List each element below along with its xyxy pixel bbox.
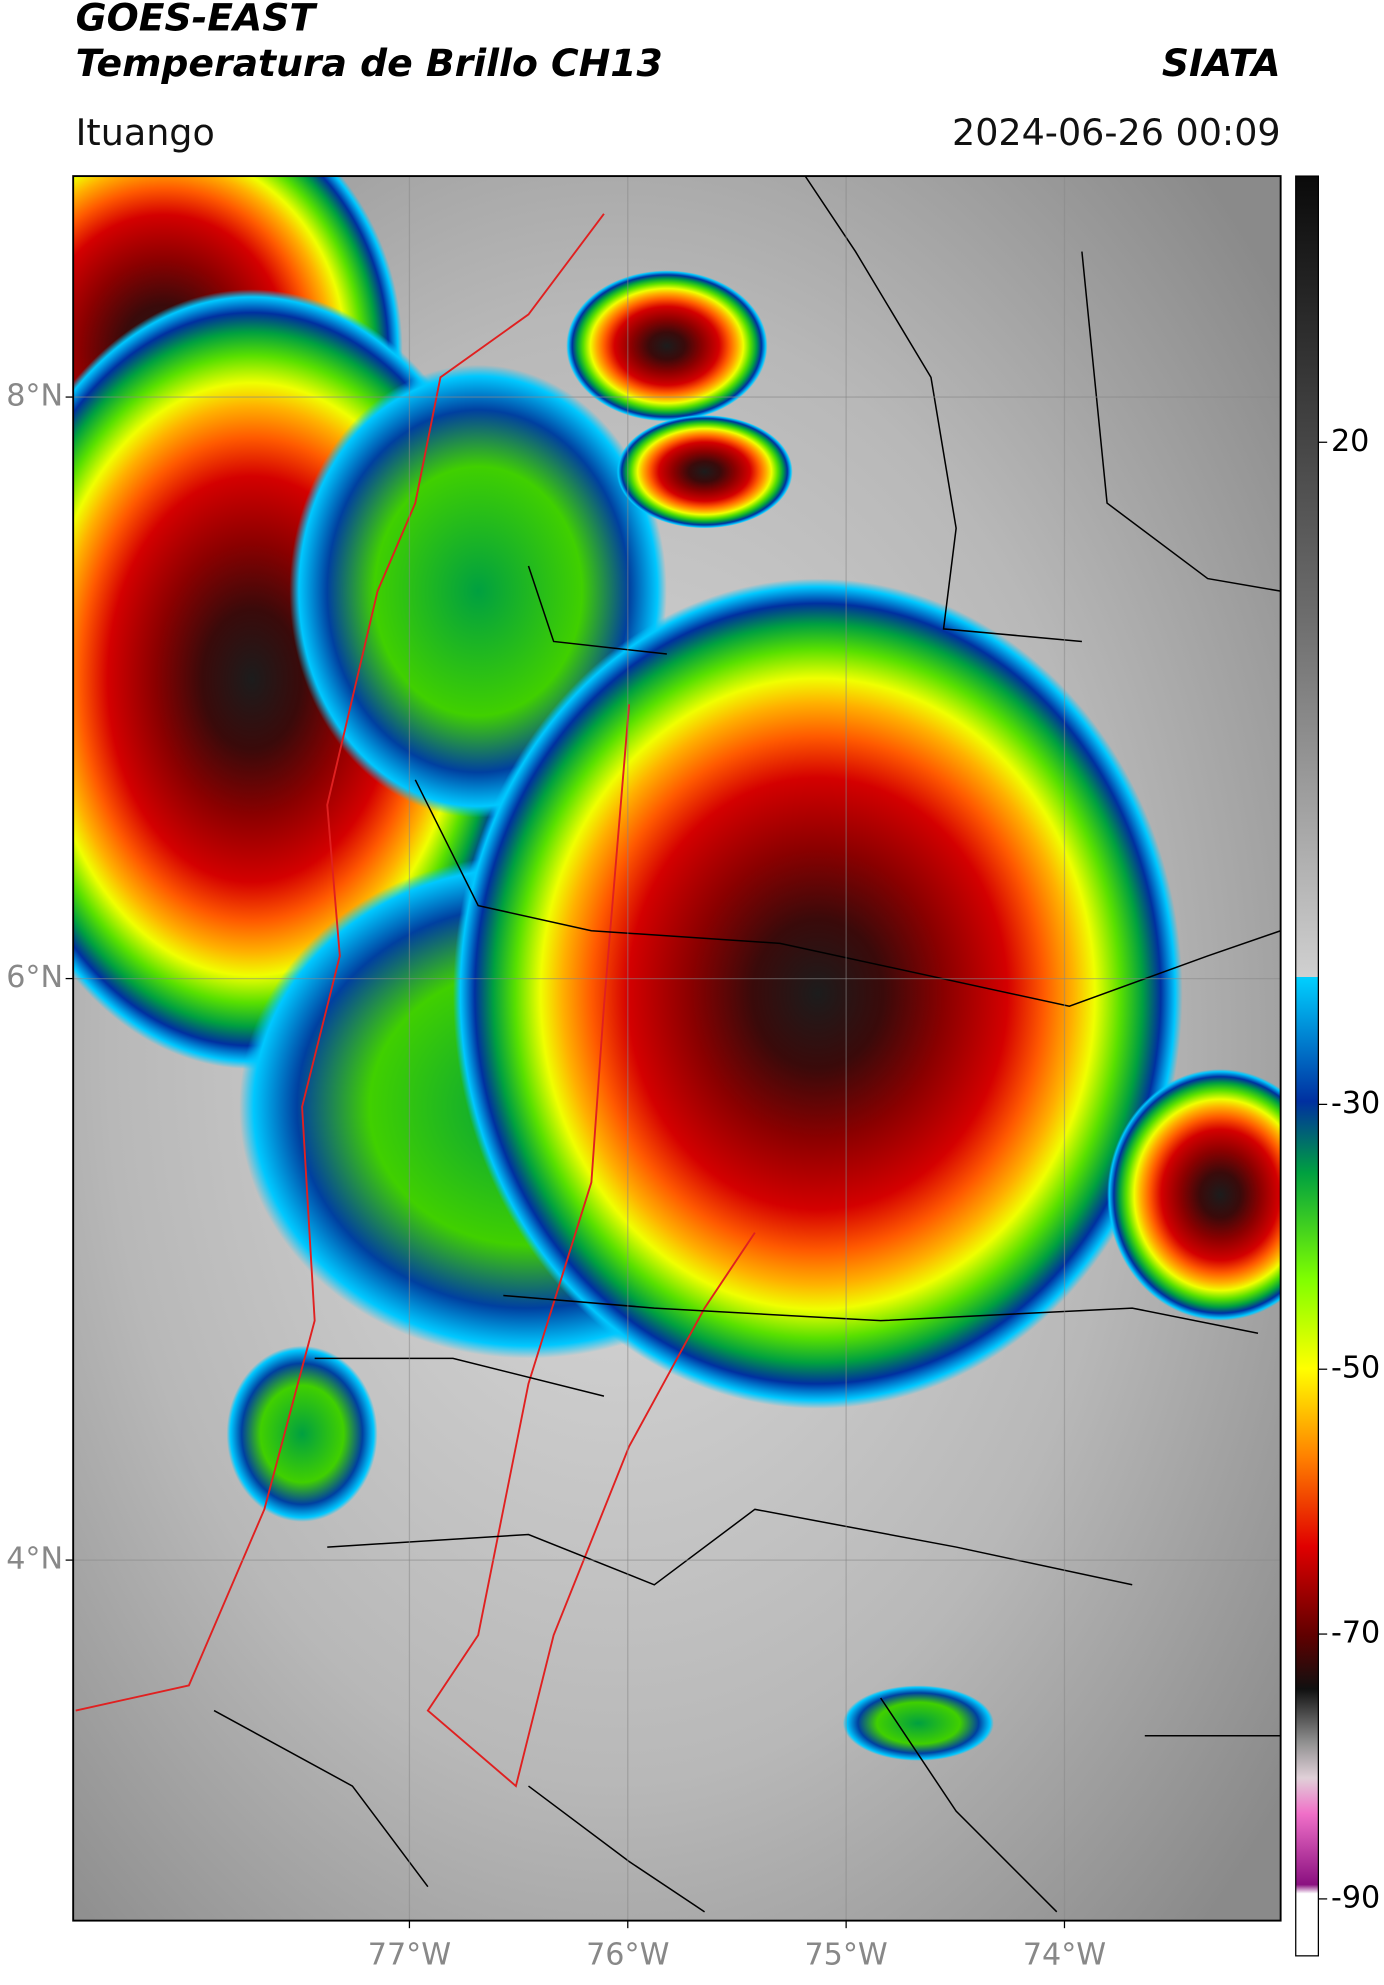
colorbar [1295, 175, 1320, 1957]
cloud-cell [1107, 1069, 1281, 1321]
y-tick-label: 8°N [6, 379, 63, 414]
colorbar-ticks: 20 -30 -50 -70 -90 [1318, 424, 1380, 1915]
x-tick-label: 74°W [1023, 1937, 1106, 1972]
map-frame [72, 175, 1282, 1922]
colorbar-tick-label: -90 [1331, 1880, 1380, 1915]
colorbar-tick-label: 20 [1331, 424, 1369, 459]
x-tick-label: 76°W [586, 1937, 669, 1972]
storm-core [453, 578, 1183, 1409]
colorbar-tick-label: -30 [1331, 1086, 1380, 1121]
location: Ituango [76, 111, 215, 154]
colorbar-tick-label: -70 [1331, 1616, 1380, 1651]
cloud-cell [842, 1685, 994, 1761]
cloud-cell [226, 1345, 378, 1522]
y-tick-label: 6°N [6, 960, 63, 995]
cloud-cell [566, 270, 768, 422]
x-tick-label: 75°W [804, 1937, 887, 1972]
region-border [426, 704, 756, 1788]
brand: SIATA [1162, 41, 1281, 85]
satellite-image [73, 176, 1281, 1921]
coastline [75, 213, 605, 1712]
datetime: 2024-06-26 00:09 [952, 111, 1281, 154]
title-line1: GOES-EAST [76, 0, 319, 40]
x-tick-label: 77°W [368, 1937, 451, 1972]
title-line2: Temperatura de Brillo CH13 [76, 41, 663, 85]
graticule [65, 176, 1281, 1929]
y-tick-label: 4°N [6, 1542, 63, 1577]
cloud-cell [616, 415, 793, 529]
colorbar-tick-label: -50 [1331, 1351, 1380, 1386]
admin-borders [213, 176, 1281, 1913]
